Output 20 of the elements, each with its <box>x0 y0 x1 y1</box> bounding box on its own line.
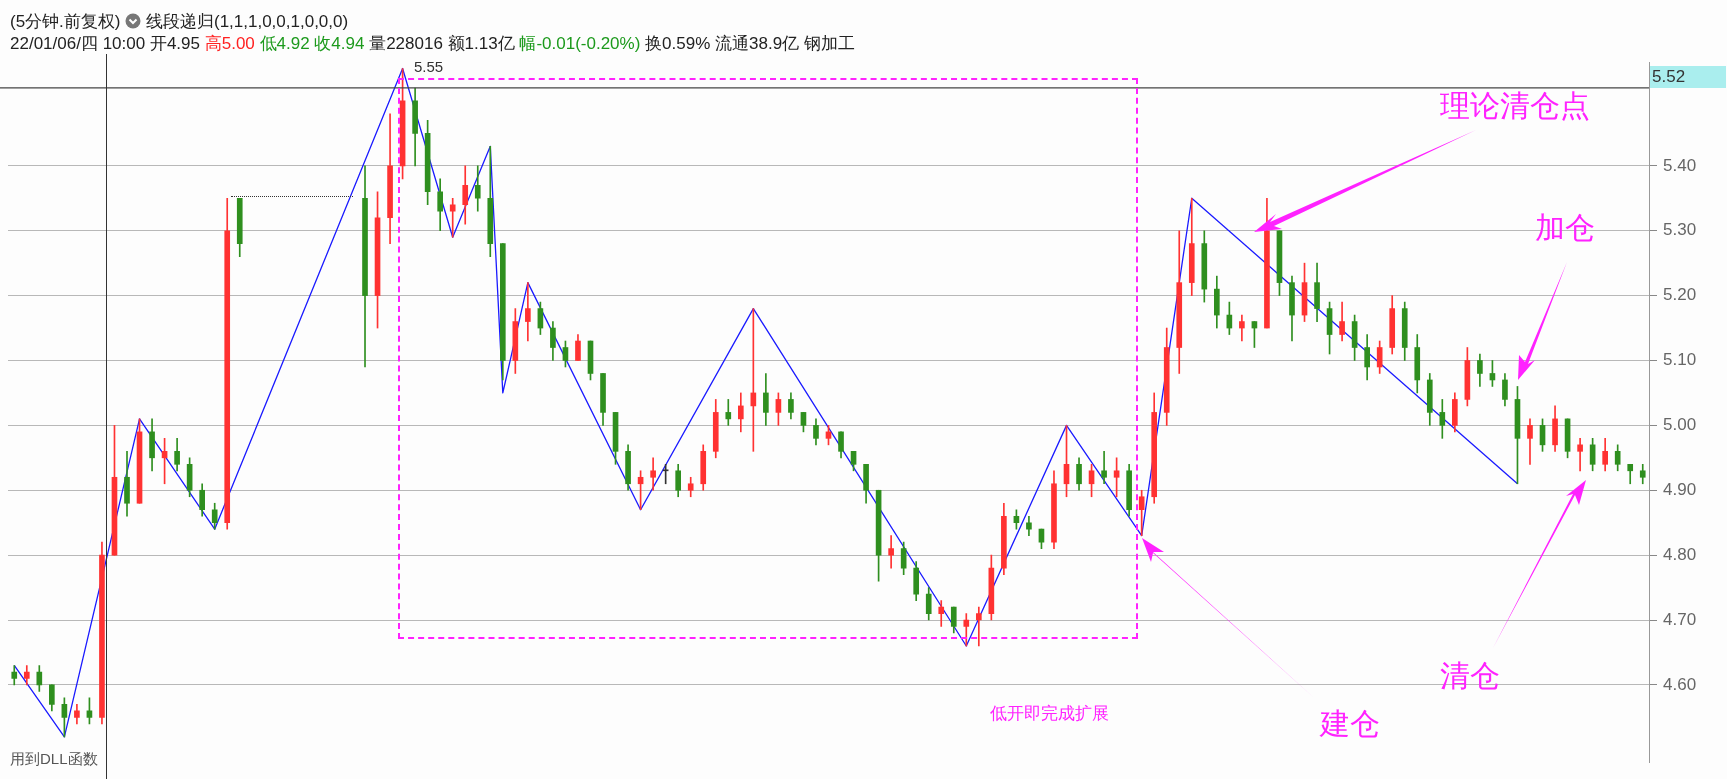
annotation: 清仓 <box>1440 658 1500 694</box>
annotation: 理论清仓点 <box>1440 88 1590 124</box>
y-tick-label: 5.20 <box>1663 285 1697 305</box>
text: 线段递归(1,1,1,0,0,1,0,0,0) <box>145 12 349 31</box>
y-tick-label: 4.90 <box>1663 479 1697 499</box>
y-tick-label: 5.30 <box>1663 220 1697 240</box>
ref-line-label: 5.52 <box>1652 66 1686 86</box>
y-tick-label: 4.80 <box>1663 544 1697 564</box>
y-tick-label: 5.10 <box>1663 350 1697 370</box>
y-tick-label: 4.70 <box>1663 609 1697 629</box>
chart-title: (5分钟.前复权) <box>10 12 121 31</box>
annotation: 用到DLL函数 <box>10 750 98 769</box>
annotation: 加仓 <box>1535 210 1595 246</box>
annotation: 建仓 <box>1320 706 1380 742</box>
y-tick-label: 5.00 <box>1663 415 1697 435</box>
y-tick-label: 4.60 <box>1663 674 1697 694</box>
y-tick-label: 5.40 <box>1663 155 1697 175</box>
annotation: 低开即完成扩展 <box>990 703 1109 725</box>
annotation: 5.55 <box>414 58 444 75</box>
text: 22/01/06/四 10:00 开4.95 高5.00 低4.92 收4.94 量228016 额1.13亿 幅-0.01(-0.20%) 换0.59% 流通38.9亿 钢加工 <box>10 34 855 53</box>
